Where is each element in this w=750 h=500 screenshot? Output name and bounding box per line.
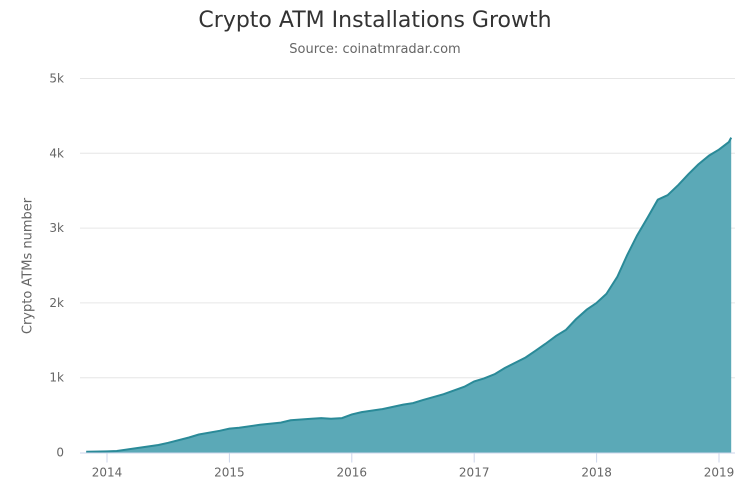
x-tick-label: 2016 [337, 466, 368, 480]
x-tick-label: 2017 [459, 466, 490, 480]
series-line [86, 137, 733, 453]
y-axis-ticks: 0 1k 2k 3k 4k 5k [49, 72, 64, 460]
x-axis-ticks: 2014 2015 2016 2017 2018 2019 [92, 453, 735, 480]
series-area [86, 137, 732, 453]
y-tick-label: 5k [49, 72, 64, 86]
chart-title: Crypto ATM Installations Growth [198, 8, 552, 33]
chart-subtitle: Source: coinatmradar.com [289, 42, 461, 57]
x-tick-label: 2018 [581, 466, 612, 480]
y-tick-label: 0 [56, 446, 64, 460]
x-tick-label: 2014 [92, 466, 123, 480]
y-tick-label: 2k [49, 296, 64, 310]
y-tick-label: 3k [49, 221, 64, 235]
y-tick-label: 4k [49, 146, 64, 160]
x-tick-label: 2015 [214, 466, 245, 480]
y-tick-label: 1k [49, 371, 64, 385]
x-tick-label: 2019 [704, 466, 735, 480]
